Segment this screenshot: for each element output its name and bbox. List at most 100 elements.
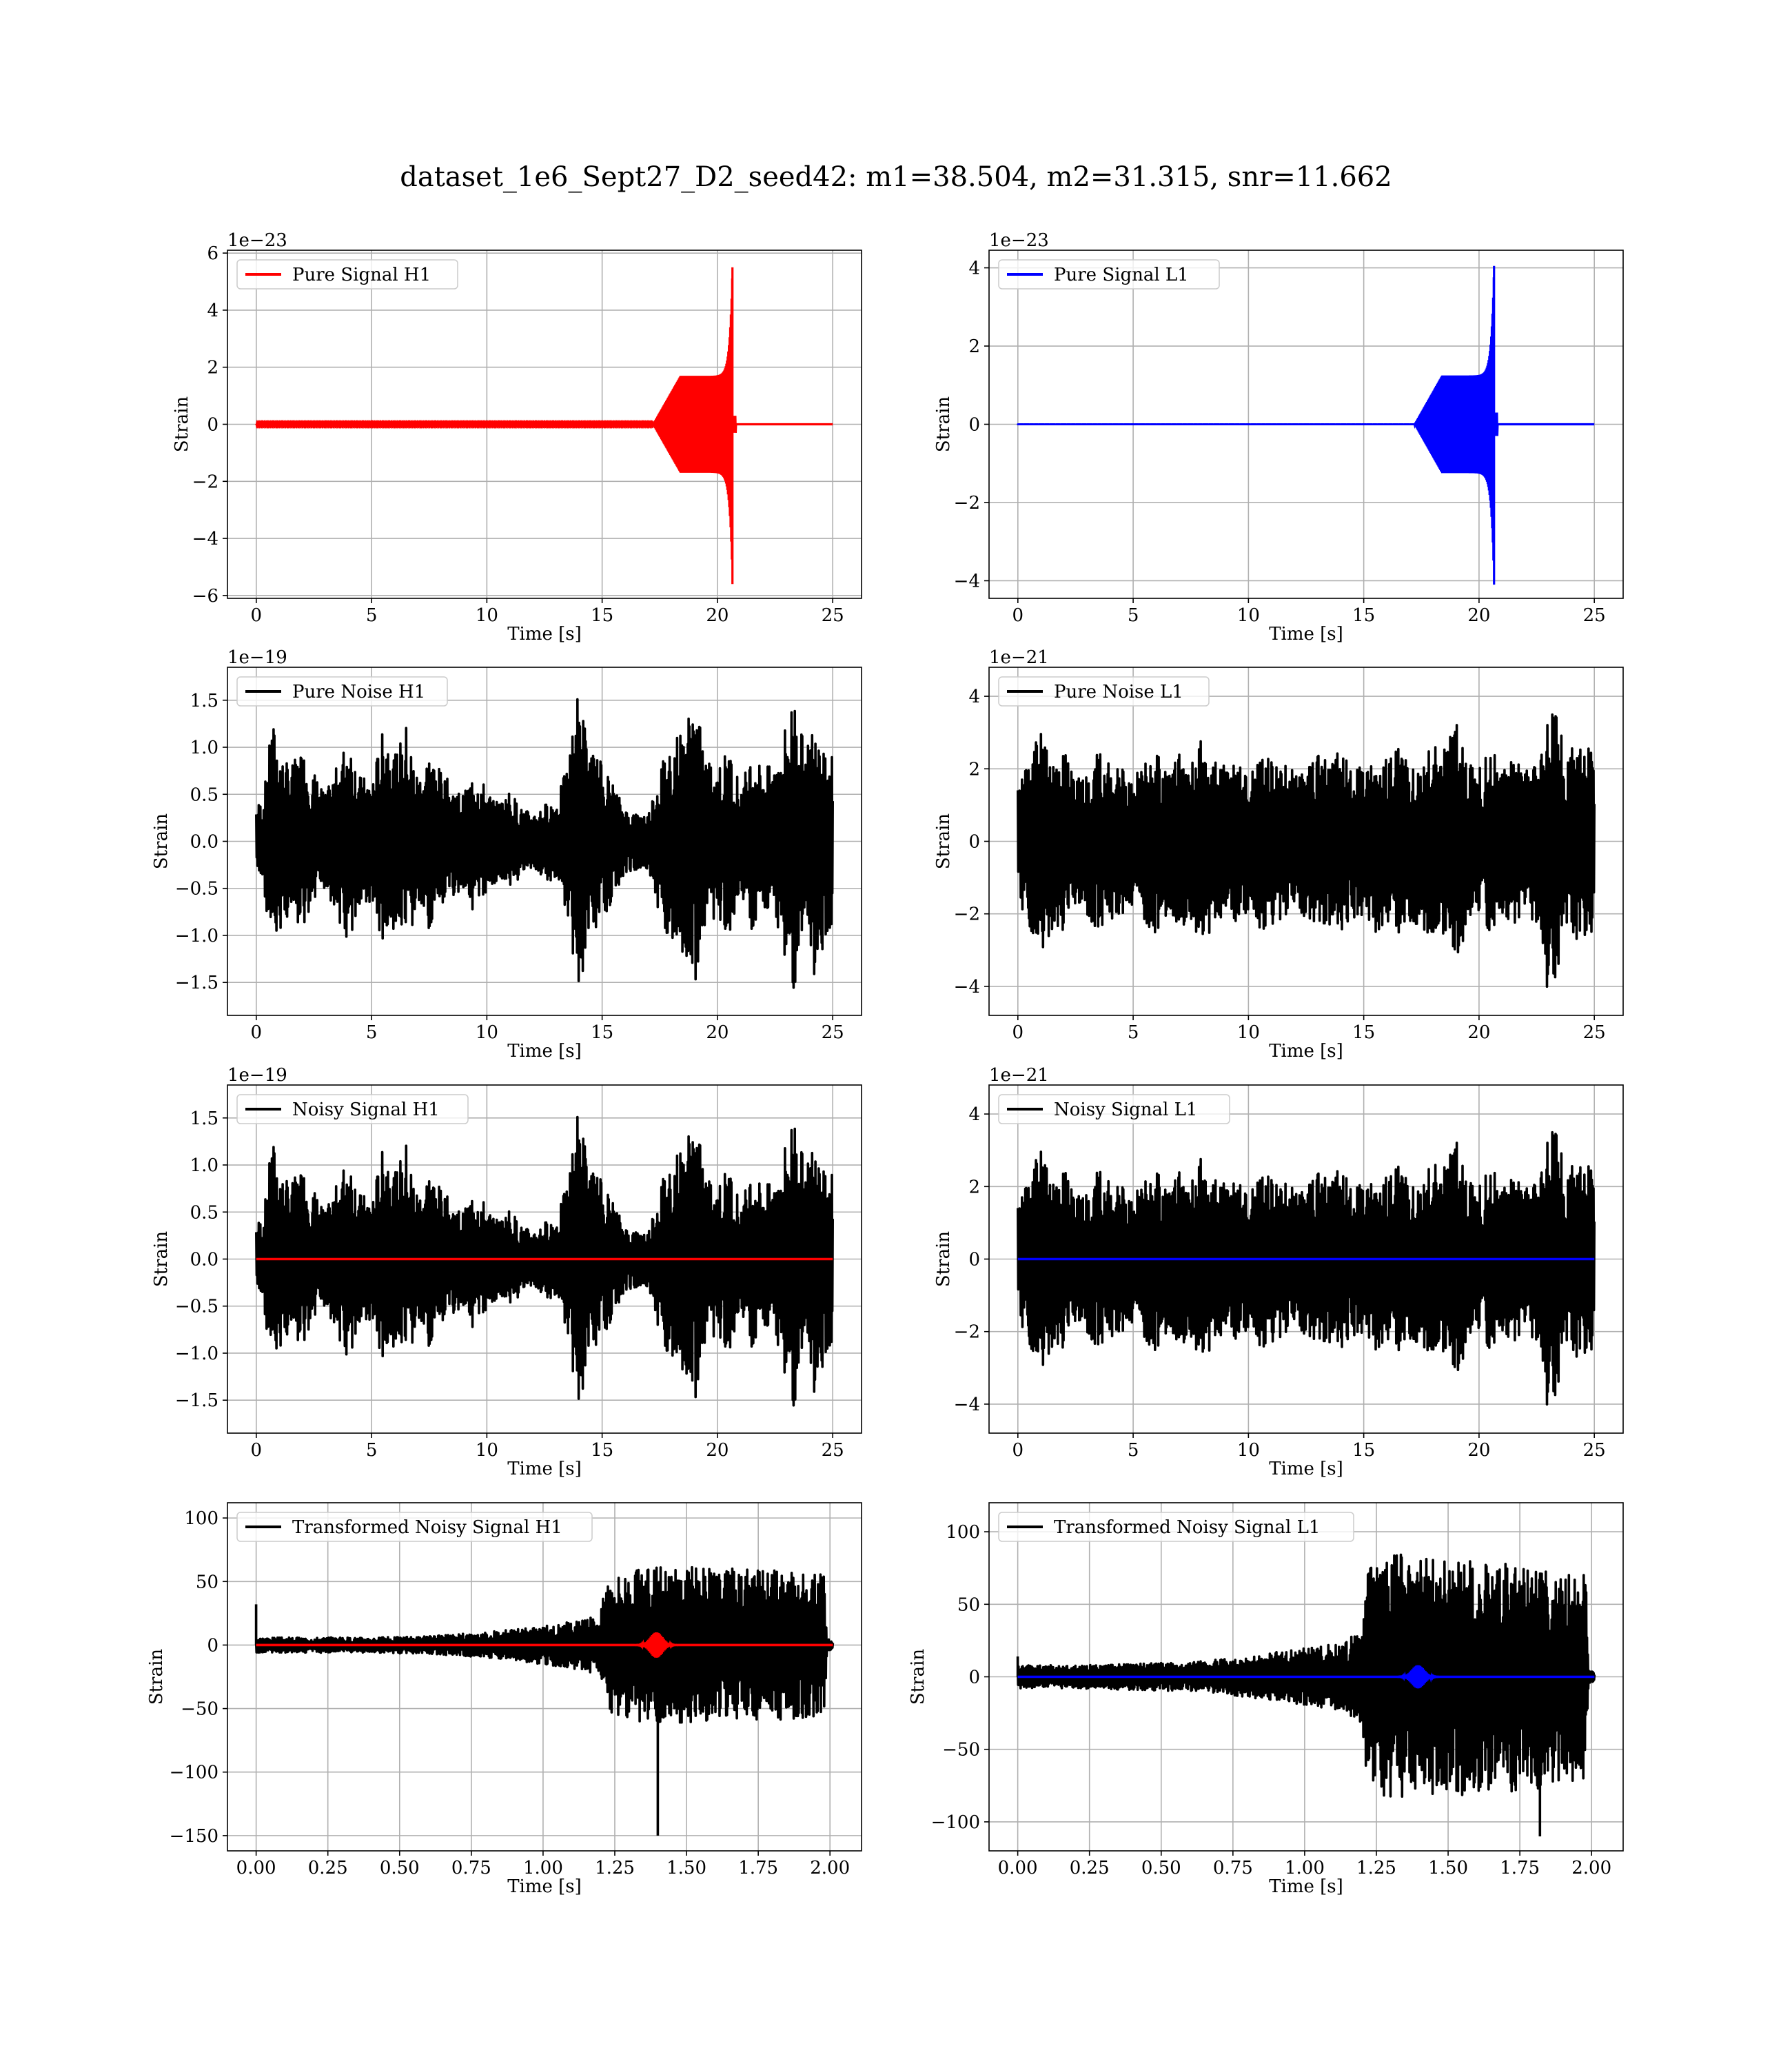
x-tick-label: 0.00 [998,1858,1038,1878]
x-tick-label: 20 [1467,605,1490,626]
series-line-1-0 [1017,265,1595,585]
x-tick-label: 5 [366,1022,378,1043]
series-group [1016,1553,1596,1836]
x-tick-label: 1.75 [738,1858,778,1878]
subplot-noisy-signal-h1: 0 5 10 15 20 25 −1.5 −1.0 −0.5 0.0 0.5 1.0 1.5 Time [… [151,1065,862,1479]
x-tick-label: 10 [1237,1022,1260,1043]
subplot-noisy-signal-l1: 0 5 10 15 20 25 −4 −2 0 2 4 Time [s] Strain 1e−21Nois… [933,1065,1624,1479]
x-tick-label: 5 [1128,605,1139,626]
x-tick-label: 15 [1352,1440,1375,1461]
y-tick-label: −50 [181,1699,218,1720]
x-tick-label: 5 [1128,1440,1139,1461]
legend-label: Noisy Signal H1 [292,1099,440,1120]
x-tick-label: 1.50 [666,1858,706,1878]
legend-box [236,259,458,290]
legend-label: Pure Signal L1 [1054,265,1189,285]
x-tick-label: 0 [251,1022,263,1043]
y-tick-label: −2 [954,493,980,514]
x-tick-label: 0.25 [308,1858,348,1878]
y-tick-label: −2 [192,472,218,492]
legend-label: Transformed Noisy Signal L1 [1054,1517,1320,1538]
y-tick-label: 0 [968,415,980,436]
x-axis-label: Time [s] [1269,1876,1343,1897]
series-line-6-1 [256,1632,833,1658]
y-offset-label: 1e−19 [227,647,287,668]
series-group [1017,713,1596,988]
legend-box [998,1094,1230,1124]
y-tick-label: 1.0 [190,738,218,758]
x-tick-label: 1.50 [1428,1858,1468,1878]
legend-label: Transformed Noisy Signal H1 [292,1517,562,1538]
y-tick-label: −0.5 [175,879,218,900]
x-tick-label: 15 [591,605,613,626]
x-axis-label: Time [s] [507,1041,582,1062]
x-tick-label: 5 [366,605,378,626]
x-tick-label: 20 [1467,1440,1490,1461]
x-tick-label: 25 [1583,1022,1606,1043]
y-tick-label: 6 [207,243,218,264]
y-tick-label: −150 [170,1826,218,1847]
x-tick-label: 25 [822,1440,844,1461]
x-tick-label: 15 [591,1022,613,1043]
legend-label: Pure Noise H1 [292,682,425,702]
x-tick-label: 0 [251,605,263,626]
subplot-pure-signal-h1: 0 5 10 15 20 25 −6 −4 −2 0 2 4 6 Time [s] Strain 1e−23P… [172,230,862,645]
x-tick-label: 1.25 [595,1858,635,1878]
legend-label: Pure Noise L1 [1054,682,1183,702]
y-tick-label: −2 [954,1322,980,1343]
subplot-pure-signal-l1: 0 5 10 15 20 25 −4 −2 0 2 4 Time [s] Strain 1e−23Pure… [933,230,1624,645]
y-axis-label: Strain [933,1231,954,1288]
y-tick-label: −4 [954,977,980,997]
x-tick-label: 10 [476,1022,498,1043]
x-tick-label: 15 [1352,1022,1375,1043]
y-tick-label: 4 [968,258,980,279]
series-line-0-0 [255,267,833,585]
x-tick-label: 25 [1583,605,1606,626]
legend-box [236,676,448,707]
series-line-4-0 [255,1115,834,1407]
x-tick-label: 20 [706,605,729,626]
x-tick-label: 2.00 [810,1858,850,1878]
y-tick-label: −1.0 [175,926,218,946]
x-tick-label: 1.00 [523,1858,563,1878]
y-tick-label: 0 [968,832,980,853]
y-tick-label: −4 [954,571,980,591]
y-tick-label: 1.0 [190,1155,218,1176]
y-tick-label: 1.5 [190,691,218,711]
x-tick-label: 0.00 [236,1858,276,1878]
y-axis-label: Strain [146,1649,167,1705]
legend-box [998,676,1210,707]
x-tick-label: 20 [706,1440,729,1461]
x-tick-label: 15 [1352,605,1375,626]
series-group [255,267,833,585]
subplot-transformed-noisy-signal-l1: 0.00 0.25 0.50 0.75 1.00 1.25 1.50 1.75 2.00 −100… [908,1502,1624,1897]
y-tick-label: 4 [968,1104,980,1125]
y-offset-label: 1e−21 [989,1065,1049,1086]
x-tick-label: 0.25 [1070,1858,1110,1878]
legend-box [998,1512,1354,1542]
y-tick-label: 50 [957,1594,980,1615]
y-tick-label: 0.5 [190,784,218,805]
x-tick-label: 0 [1012,1022,1024,1043]
legend-box [236,1512,593,1542]
x-tick-label: 25 [822,1022,844,1043]
y-tick-label: 2 [968,1177,980,1197]
x-tick-label: 10 [1237,1440,1260,1461]
y-axis-label: Strain [908,1649,928,1705]
x-tick-label: 5 [1128,1022,1139,1043]
y-axis-label: Strain [933,396,954,453]
legend-box [998,259,1220,290]
y-tick-label: 0 [207,1635,218,1656]
legend-label: Pure Signal H1 [292,265,431,285]
y-axis-label: Strain [172,396,192,453]
x-axis-label: Time [s] [1269,1459,1343,1479]
x-axis-label: Time [s] [1269,1041,1343,1062]
series-line-6-0 [254,1565,835,1836]
y-tick-label: −0.5 [175,1297,218,1317]
y-tick-label: 0 [207,415,218,436]
y-tick-label: −50 [942,1740,980,1761]
axes-frame [227,1502,862,1852]
x-tick-label: 1.00 [1285,1858,1325,1878]
